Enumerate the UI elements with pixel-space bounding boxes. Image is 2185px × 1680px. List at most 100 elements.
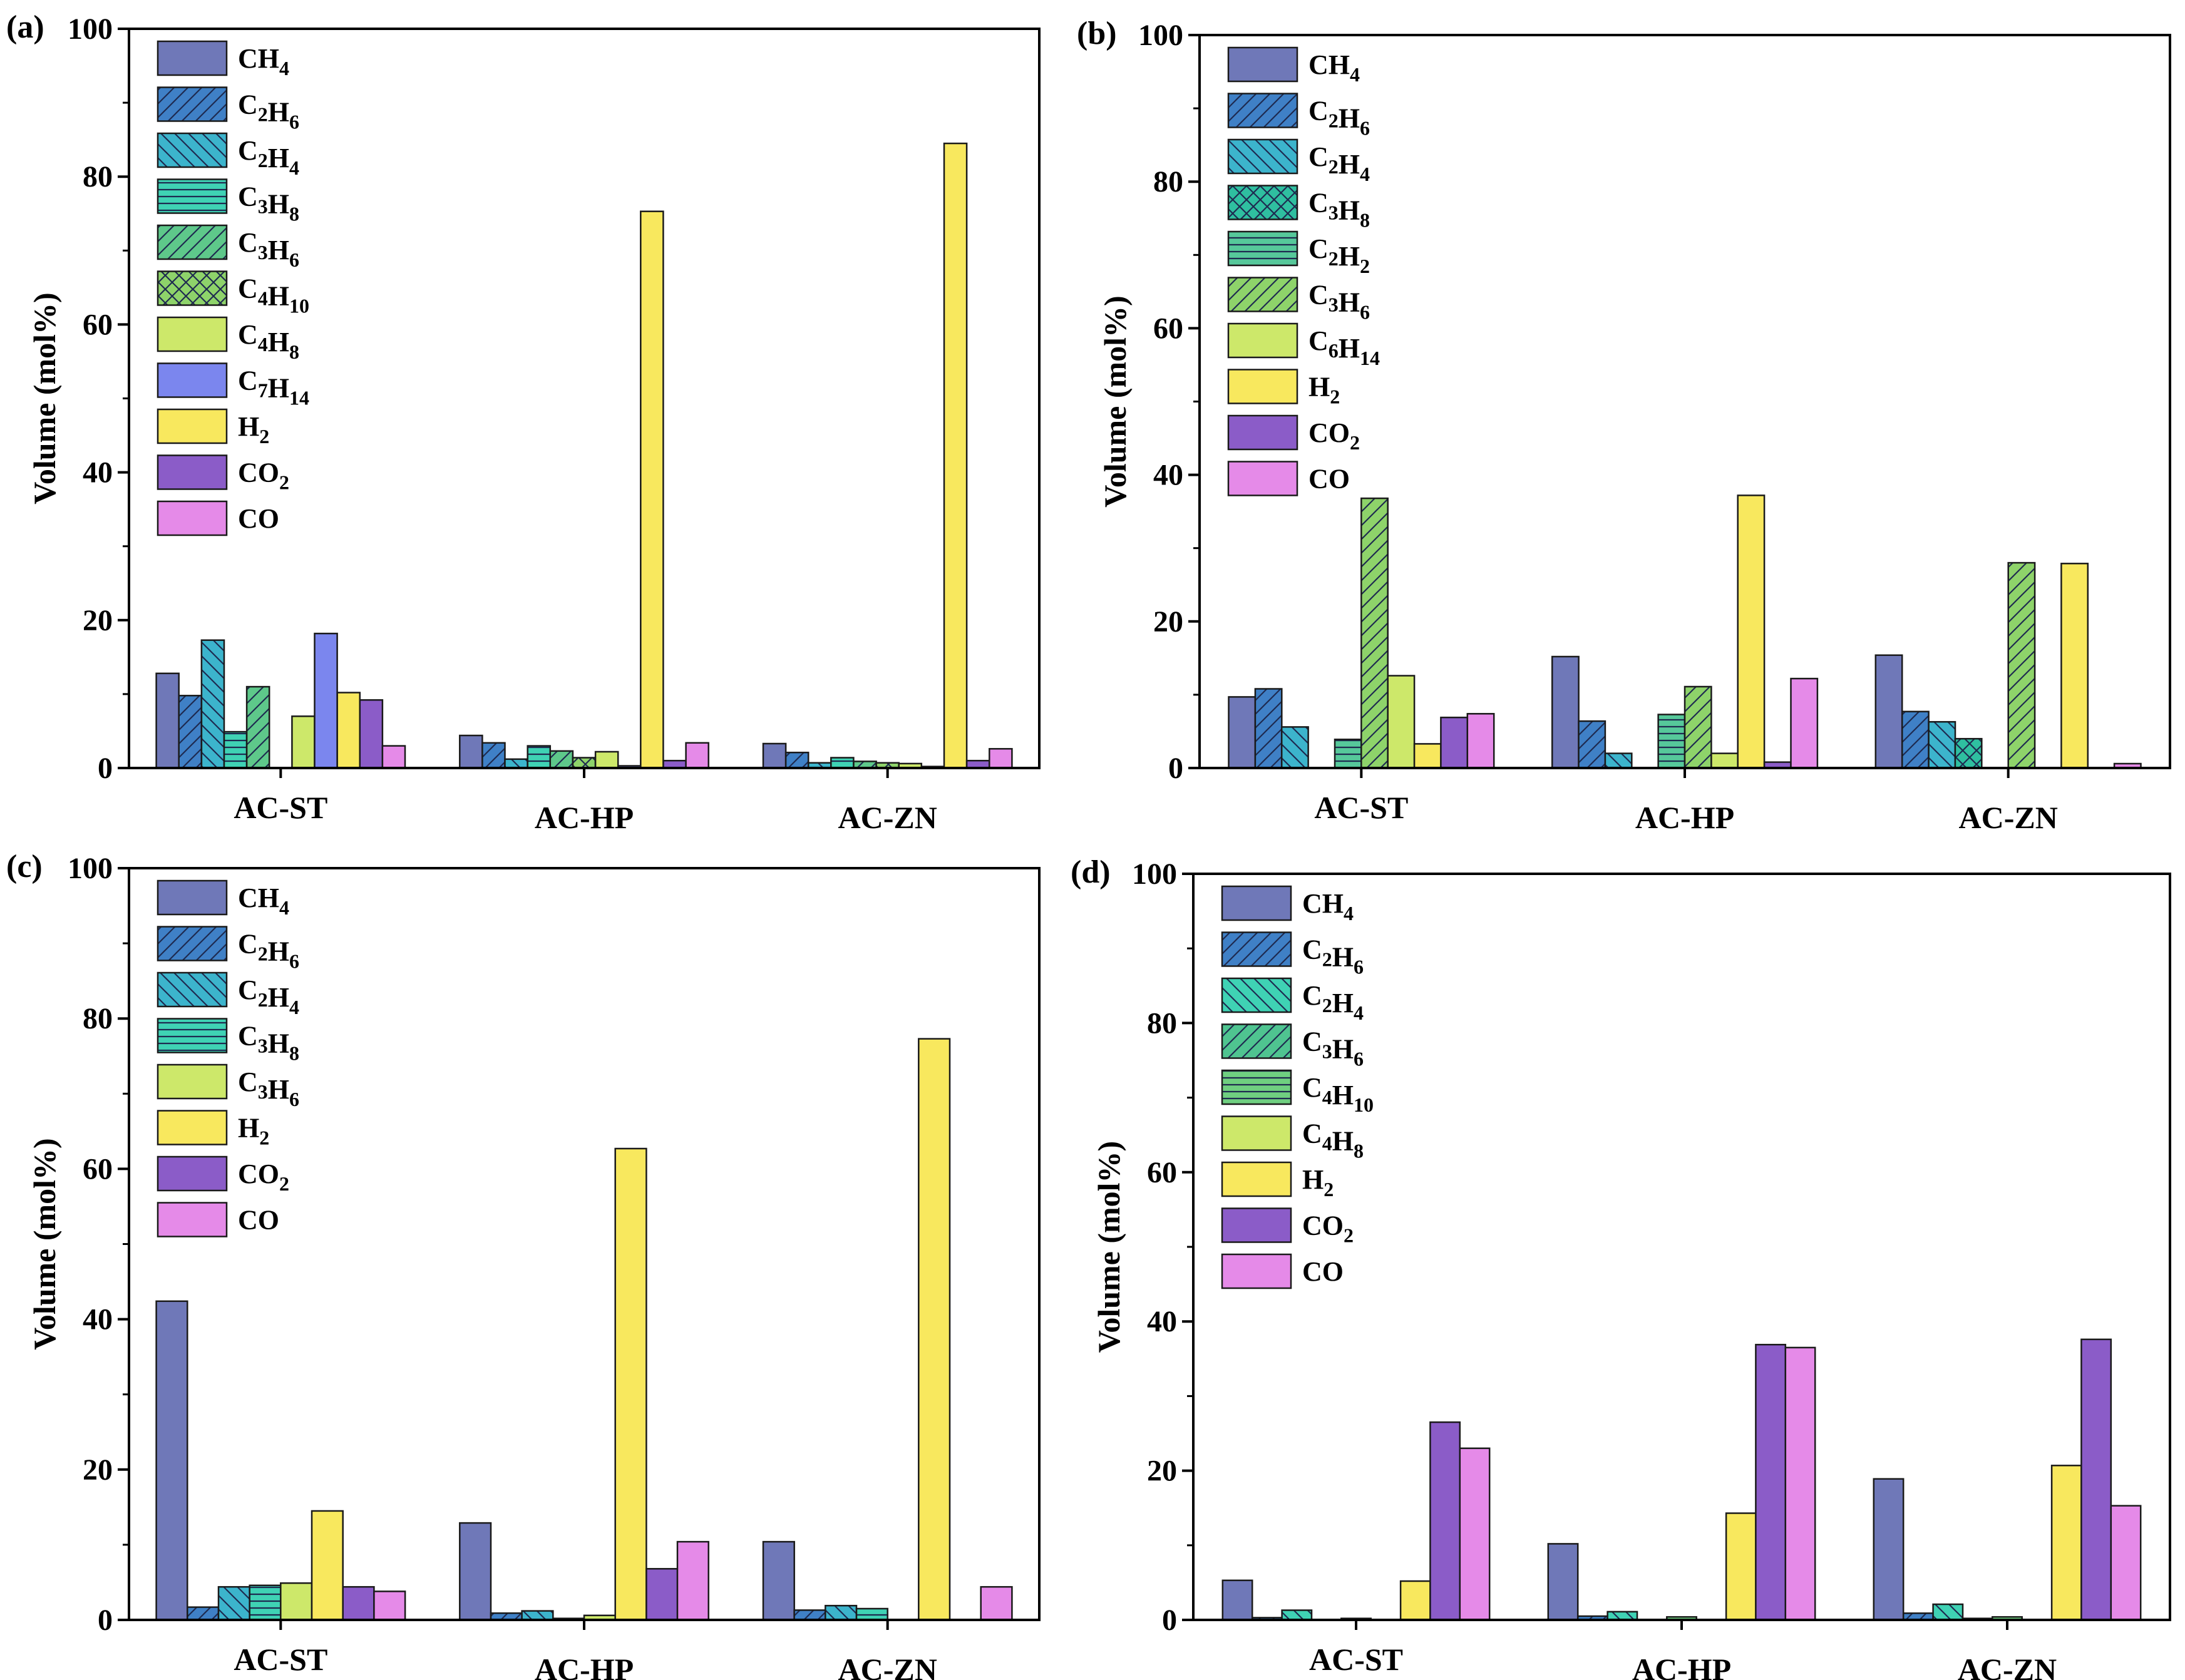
legend-swatch-c2h4 <box>157 132 228 168</box>
legend-label-h2: H2 <box>1302 1164 1334 1201</box>
x-category-label: AC-ST <box>234 790 327 825</box>
legend-label-c7h14: C7H14 <box>238 366 309 409</box>
legend-swatch-c2h6 <box>1221 931 1292 967</box>
legend-swatch-ch4 <box>157 879 228 916</box>
legend-label-co2: CO2 <box>1302 1211 1354 1247</box>
bar-c3h6-ac-hp <box>1684 685 1712 769</box>
bar-ch4-ac-st <box>1228 696 1257 769</box>
panel-d-chart: 0 20 40 60 80 100 AC-ST AC-HP AC-ZN Volume (mol%)… <box>1071 854 2171 1680</box>
legend-label-c2h4: C2H4 <box>238 975 299 1018</box>
legend-swatch-c2h6 <box>157 86 228 122</box>
bar-co-ac-hp <box>676 1540 709 1621</box>
legend-swatch-h2 <box>157 408 228 444</box>
y-tick-label: 20 <box>1153 605 1183 638</box>
bar-c6h14-ac-hp <box>1710 752 1739 769</box>
legend-swatch-c2h2 <box>1227 230 1298 267</box>
bar-ch4-ac-hp <box>1547 1543 1579 1621</box>
bar-c2h6-ac-hp <box>1578 720 1607 769</box>
legend-swatch-c2h4 <box>157 971 228 1008</box>
legend-label-c3h8: C3H8 <box>1308 188 1370 232</box>
y-tick-label: 100 <box>68 852 113 885</box>
legend-label-c2h4: C2H4 <box>1302 980 1364 1024</box>
legend-swatch-c4h10 <box>157 270 228 306</box>
bar-ch4-ac-zn <box>1873 1478 1905 1621</box>
bar-co-ac-hp <box>1790 677 1819 769</box>
y-tick-label: 60 <box>83 308 113 341</box>
bar-co-ac-zn <box>989 748 1013 769</box>
y-tick-label: 40 <box>1153 459 1183 492</box>
bar-c2h4-ac-st <box>1281 1609 1313 1621</box>
panel-label: (d) <box>1071 854 1111 890</box>
bar-ch4-ac-zn <box>1874 654 1903 769</box>
y-tick-label: 40 <box>83 456 113 489</box>
bar-co2-ac-st <box>1429 1421 1461 1621</box>
legend-label-c2h6: C2H6 <box>238 929 299 973</box>
panel-label: (a) <box>6 9 44 45</box>
bar-c3h6-ac-st <box>245 685 270 769</box>
legend-label-c3h8: C3H8 <box>238 1021 299 1065</box>
bar-c7h14-ac-st <box>314 632 338 769</box>
bar-co2-ac-st <box>1440 716 1469 769</box>
legend-label-c6h14: C6H14 <box>1308 325 1380 369</box>
legend-swatch-co <box>1227 461 1298 496</box>
bar-c2h4-ac-hp <box>504 758 528 769</box>
y-tick-label: 40 <box>83 1303 113 1336</box>
legend-label-c4h8: C4H8 <box>238 319 299 363</box>
legend-label-co: CO <box>1308 464 1350 494</box>
bar-c3h6-ac-zn <box>2007 561 2036 769</box>
bar-h2-ac-hp <box>640 210 664 769</box>
y-tick-label: 100 <box>1132 858 1177 891</box>
bar-c2h4-ac-st <box>217 1585 250 1621</box>
bar-co2-ac-hp <box>1755 1343 1787 1621</box>
x-category-label: AC-HP <box>1632 1652 1731 1680</box>
bar-ch4-ac-st <box>155 1300 188 1621</box>
bar-co2-ac-zn <box>2080 1338 2112 1621</box>
x-category-label: AC-HP <box>535 1652 634 1680</box>
bar-c2h6-ac-st <box>187 1606 220 1621</box>
legend-label-c2h6: C2H6 <box>1308 96 1370 140</box>
legend-label-c4h10: C4H10 <box>238 274 309 317</box>
legend-swatch-c3h6 <box>157 1063 228 1100</box>
bar-co-ac-hp <box>685 742 709 769</box>
bar-c4h8-ac-st <box>291 715 316 769</box>
bar-h2-ac-st <box>336 692 361 769</box>
y-tick-label: 0 <box>98 1604 113 1637</box>
legend-label-h2: H2 <box>238 1113 269 1149</box>
bar-co2-ac-st <box>342 1585 375 1621</box>
bar-c3h8-ac-zn <box>830 757 855 769</box>
bar-co-ac-st <box>1459 1447 1491 1621</box>
legend-label-co2: CO2 <box>1308 417 1360 454</box>
legend-label-c3h6: C3H6 <box>238 227 299 271</box>
bar-co-ac-zn <box>2110 1505 2142 1621</box>
y-axis-title: Volume (mol%) <box>1091 1141 1126 1353</box>
y-tick-label: 100 <box>1138 19 1183 52</box>
legend-swatch-c4h8 <box>157 316 228 352</box>
bar-c3h8-ac-hp <box>527 745 552 769</box>
legend-swatch-c3h6 <box>1221 1023 1292 1059</box>
bar-c3h6-ac-st <box>1360 497 1389 769</box>
bar-c6h14-ac-st <box>1387 675 1416 769</box>
legend-swatch-co <box>157 1202 228 1237</box>
bar-c2h4-ac-zn <box>1932 1603 1964 1621</box>
panel-label: (c) <box>6 849 43 884</box>
y-tick-label: 20 <box>83 1453 113 1487</box>
bar-c3h6-ac-st <box>280 1582 313 1621</box>
y-tick-label: 60 <box>1153 312 1183 345</box>
legend-label-c2h6: C2H6 <box>238 90 299 133</box>
legend-swatch-c3h8 <box>157 178 228 214</box>
legend-label-c3h6: C3H6 <box>238 1067 299 1110</box>
bar-c2h2-ac-hp <box>1657 714 1686 769</box>
legend-swatch-h2 <box>1227 369 1298 404</box>
bar-co-ac-zn <box>980 1585 1013 1621</box>
bar-h2-ac-st <box>311 1510 344 1621</box>
bar-ch4-ac-st <box>1221 1579 1253 1621</box>
bar-c2h4-ac-st <box>200 639 225 769</box>
legend-label-c3h6: C3H6 <box>1308 280 1370 324</box>
legend-swatch-co <box>157 500 228 536</box>
legend-swatch-ch4 <box>1221 885 1292 921</box>
x-category-label: AC-ZN <box>838 800 937 835</box>
y-tick-label: 0 <box>1168 752 1183 785</box>
bar-c4h8-ac-hp <box>594 750 619 769</box>
bar-c3h6-ac-hp <box>549 750 574 769</box>
legend-label-ch4: CH4 <box>1302 888 1354 925</box>
